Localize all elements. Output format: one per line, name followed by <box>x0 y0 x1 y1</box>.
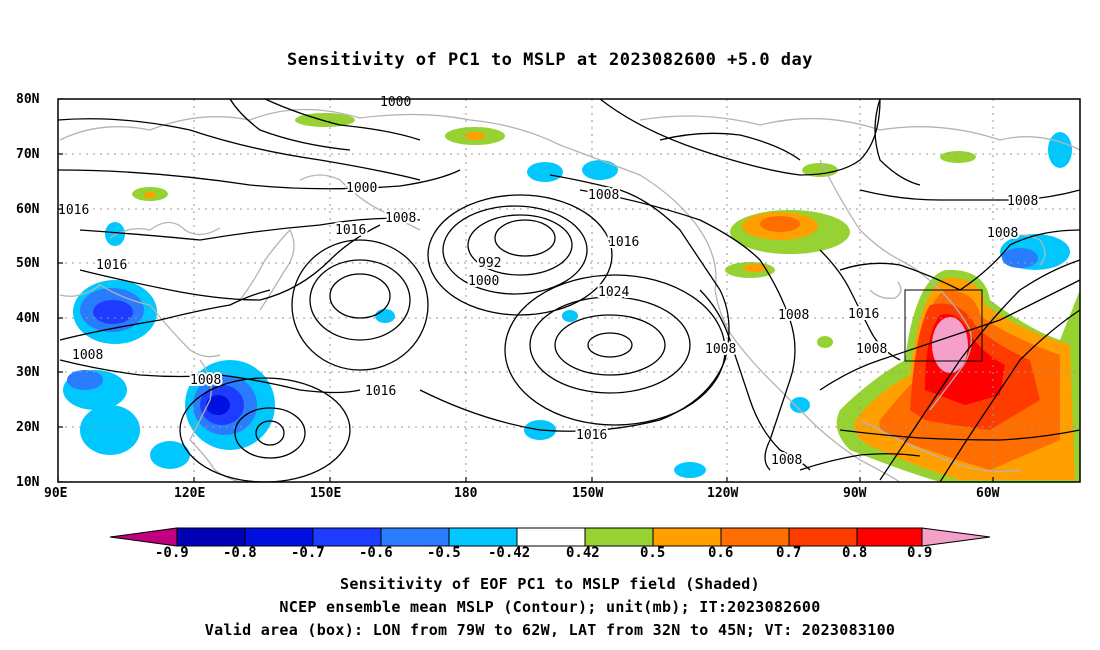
colorbar-label: 0.7 <box>776 545 802 561</box>
colorbar-segment <box>448 527 518 547</box>
colorbar-segment <box>921 527 991 547</box>
lat-label: 50N <box>16 256 40 271</box>
chart-title: Sensitivity of PC1 to MSLP at 2023082600… <box>286 50 813 70</box>
colorbar-label: 0.42 <box>566 545 600 561</box>
contour-label: 1000 <box>380 95 411 110</box>
contour-label: 1008 <box>705 342 736 357</box>
lon-label: 60W <box>976 486 1000 501</box>
colorbar-label: -0.42 <box>488 545 531 561</box>
contour-labels: 1000 1000 1000 992 1008 1008 1008 1016 1… <box>56 93 1040 470</box>
lat-label: 80N <box>16 92 40 107</box>
colorbar-segment <box>652 527 722 547</box>
contour-label: 1008 <box>856 342 887 357</box>
colorbar-segment <box>109 527 178 547</box>
colorbar-label: -0.9 <box>155 545 189 561</box>
lon-label: 120E <box>174 486 206 501</box>
lon-label: 180 <box>454 486 478 501</box>
contour-label: 1000 <box>346 181 377 196</box>
contour-label: 992 <box>478 256 501 271</box>
contour-label: 1008 <box>987 226 1018 241</box>
lat-label: 30N <box>16 365 40 380</box>
lon-label: 90W <box>843 486 867 501</box>
contour-label: 1016 <box>58 203 89 218</box>
negative-sensitivity-shading <box>63 132 1072 478</box>
contour-label: 1008 <box>1007 194 1038 209</box>
graticule <box>58 99 1080 482</box>
colorbar-label: 0.8 <box>842 545 868 561</box>
colorbar-label: -0.6 <box>359 545 393 561</box>
lon-label: 150E <box>310 486 342 501</box>
contour-label: 1008 <box>72 348 103 363</box>
lat-label: 70N <box>16 147 40 162</box>
colorbar-label: 0.6 <box>708 545 734 561</box>
valid-area-box <box>904 289 983 362</box>
lat-label: 10N <box>16 475 40 490</box>
colorbar-label: 0.5 <box>640 545 666 561</box>
colorbar-segment <box>176 527 246 547</box>
colorbar-segment <box>856 527 923 547</box>
colorbar-label: -0.7 <box>291 545 325 561</box>
coastlines <box>59 108 1081 483</box>
contour-label: 1016 <box>576 428 607 443</box>
contour-label: 1016 <box>365 384 396 399</box>
lon-label: 90E <box>44 486 68 501</box>
caption-line-2: NCEP ensemble mean MSLP (Contour); unit(… <box>279 598 821 616</box>
contour-label: 1008 <box>588 188 619 203</box>
colorbar-segment <box>312 527 382 547</box>
contour-label: 1008 <box>778 308 809 323</box>
contour-label: 1016 <box>608 235 639 250</box>
contour-label: 1024 <box>598 285 629 300</box>
lat-label: 60N <box>16 202 40 217</box>
axis-ticks <box>57 98 994 483</box>
contour-label: 1008 <box>190 373 221 388</box>
colorbar-label: 0.9 <box>907 545 933 561</box>
colorbar-segment <box>516 527 586 547</box>
colorbar-segment <box>584 527 654 547</box>
colorbar-segment <box>788 527 858 547</box>
colorbar-label: -0.8 <box>223 545 257 561</box>
colorbar-segment <box>720 527 790 547</box>
colorbar <box>109 527 991 547</box>
contour-label: 1000 <box>468 274 499 289</box>
contour-label: 1008 <box>385 211 416 226</box>
caption-line-3: Valid area (box): LON from 79W to 62W, L… <box>204 621 896 639</box>
lat-label: 20N <box>16 420 40 435</box>
lon-label: 150W <box>572 486 604 501</box>
colorbar-label: -0.5 <box>427 545 461 561</box>
contour-label: 1016 <box>96 258 127 273</box>
map-frame <box>57 98 1081 483</box>
colorbar-segment <box>380 527 450 547</box>
mslp-contours <box>57 98 1081 483</box>
contour-label: 1016 <box>848 307 879 322</box>
contour-label: 1008 <box>771 453 802 468</box>
colorbar-segment <box>244 527 314 547</box>
contour-label: 1016 <box>335 223 366 238</box>
lat-label: 40N <box>16 311 40 326</box>
lon-label: 120W <box>707 486 739 501</box>
caption-line-1: Sensitivity of EOF PC1 to MSLP field (Sh… <box>340 575 760 593</box>
positive-sensitivity-shading <box>132 113 1080 482</box>
